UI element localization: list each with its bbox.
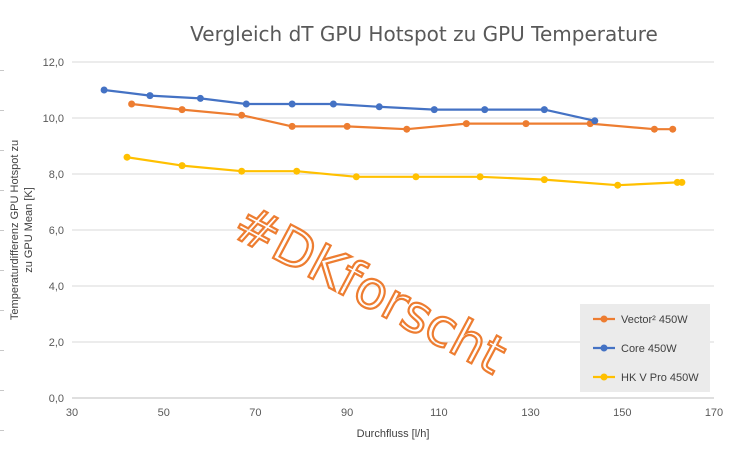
legend-items: Vector² 450W Core 450W HK V Pro 450W	[593, 314, 699, 384]
legend: Vector² 450W Core 450W HK V Pro 450W	[580, 304, 710, 392]
series-1	[128, 100, 677, 133]
data-point	[669, 125, 677, 133]
y-axis-label-line-2: zu GPU Mean [K]	[23, 187, 35, 273]
legend-label: Core 450W	[621, 343, 677, 355]
data-point	[476, 173, 484, 181]
x-axis-ticks: 30 50 70 90 110 130 150 170	[66, 407, 723, 419]
data-point	[591, 117, 599, 125]
data-point	[146, 92, 154, 100]
x-tick-label: 90	[341, 407, 353, 419]
data-point	[343, 122, 351, 130]
x-tick-label: 110	[430, 407, 448, 419]
data-point	[288, 122, 296, 130]
margin-mark	[0, 190, 4, 191]
data-point	[650, 125, 658, 133]
data-point	[242, 100, 250, 108]
margin-mark	[0, 110, 4, 111]
data-point	[481, 106, 489, 114]
margin-mark	[0, 350, 4, 351]
data-point	[196, 94, 204, 102]
x-tick-label: 70	[249, 407, 261, 419]
watermark-dkforscht: #DKforscht	[224, 194, 516, 387]
data-point	[614, 181, 622, 189]
data-point	[678, 178, 686, 186]
legend-label: HK V Pro 450W	[621, 372, 699, 384]
data-point	[522, 120, 530, 128]
margin-mark	[0, 70, 4, 71]
y-tick-label: 10,0	[43, 113, 64, 125]
y-tick-label: 12,0	[43, 57, 64, 69]
y-axis-label-line-1: Temperaturdifferenz GPU Hotspot zu	[9, 140, 21, 320]
data-point	[352, 173, 360, 181]
x-axis-label: Durchfluss [l/h]	[357, 428, 430, 440]
data-point	[178, 106, 186, 114]
data-point	[178, 162, 186, 170]
y-tick-label: 6,0	[49, 225, 64, 237]
y-tick-label: 2,0	[49, 337, 64, 349]
series-3	[123, 153, 686, 189]
series-line	[126, 156, 682, 187]
x-tick-label: 50	[158, 407, 170, 419]
data-point	[412, 173, 420, 181]
series-line	[103, 88, 596, 122]
data-point	[293, 167, 301, 175]
legend-marker	[600, 315, 608, 323]
data-point	[100, 86, 108, 94]
x-tick-label: 170	[705, 407, 723, 419]
data-point	[329, 100, 337, 108]
y-tick-label: 0,0	[49, 393, 64, 405]
data-point	[403, 125, 411, 133]
x-tick-label: 150	[613, 407, 631, 419]
series-layer	[100, 86, 686, 189]
legend-label: Vector² 450W	[621, 314, 688, 326]
x-tick-label: 130	[521, 407, 539, 419]
x-tick-label: 30	[66, 407, 78, 419]
chart-title: Vergleich dT GPU Hotspot zu GPU Temperat…	[190, 22, 658, 46]
y-tick-label: 4,0	[49, 281, 64, 293]
data-point	[375, 103, 383, 111]
data-point	[123, 153, 131, 161]
data-point	[128, 100, 136, 108]
data-point	[540, 106, 548, 114]
margin-mark	[0, 430, 4, 431]
data-point	[288, 100, 296, 108]
y-tick-label: 8,0	[49, 169, 64, 181]
margin-mark	[0, 270, 4, 271]
margin-mark	[0, 230, 4, 231]
data-point	[238, 111, 246, 119]
data-point	[540, 176, 548, 184]
legend-marker	[600, 373, 608, 381]
data-point	[238, 167, 246, 175]
data-point	[462, 120, 470, 128]
data-point	[430, 106, 438, 114]
margin-mark	[0, 390, 4, 391]
legend-marker	[600, 344, 608, 352]
series-2	[100, 86, 599, 125]
gridlines	[72, 61, 714, 399]
y-axis-ticks: 0,0 2,0 4,0 6,0 8,0 10,0 12,0	[43, 57, 64, 405]
margin-mark	[0, 310, 4, 311]
margin-mark	[0, 150, 4, 151]
y-axis-label: Temperaturdifferenz GPU Hotspot zu zu GP…	[9, 140, 35, 320]
